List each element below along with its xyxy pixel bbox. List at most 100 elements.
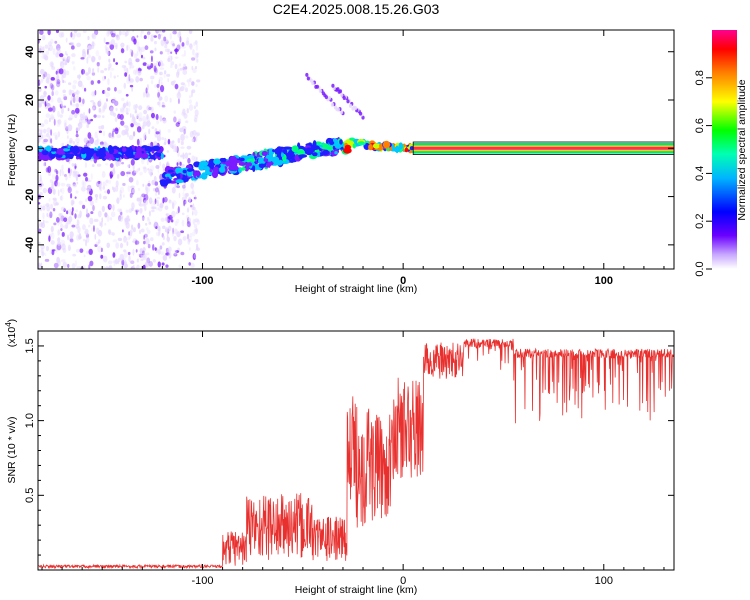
spectrogram-cell [57,189,60,197]
spectrogram-cell [145,227,149,231]
spectrogram-cell [119,186,125,194]
spectrogram-cell [191,65,194,71]
spectrogram-cell [187,82,190,87]
spectrogram-cell [52,188,56,195]
spectrogram-cell [68,82,72,86]
spectrogram-cell [143,194,149,202]
spectrogram-cell [162,254,168,261]
spectrogram-cell [46,103,52,109]
spectrogram-cell [44,55,49,61]
spectrogram-cell [67,107,70,112]
spectrogram-cell [146,31,151,36]
spectrogram-cell [106,154,112,158]
spectrogram-cell [47,95,51,101]
spectrogram-cell [61,187,65,195]
spectrogram-cell [120,171,126,177]
spectrogram-cell [194,218,199,223]
spectrogram-cell [72,140,75,145]
spectrogram-cell [348,103,353,108]
spectrogram-cell [135,58,140,63]
spectrogram-cell [191,138,195,143]
spectrogram-cell [133,38,137,45]
spectrogram-cell [166,161,170,167]
spectrogram-cell [134,151,143,159]
spectrogram-cell [244,164,250,172]
spectrogram-cell [93,225,95,233]
spectrogram-cell [239,167,246,171]
spectrogram-cell [142,166,147,170]
spectrogram-cell [261,150,268,157]
spectrogram-cell [246,162,253,167]
spectrogram-cell [148,106,152,111]
spectrogram-cell [115,159,120,167]
spectrogram-cell [142,115,147,123]
spectrogram-cell [52,208,56,212]
spectrogram-cell [167,78,170,83]
spectrogram-cell [158,129,162,137]
spectrogram-cell [71,109,76,115]
colorbar-tick-label: 0.2 [694,214,706,229]
spectrogram-cell [156,201,160,207]
spectrogram-cell [155,190,158,197]
spectrogram-cell [333,105,338,110]
spectrogram-cell [45,145,52,152]
spectrogram-cell [140,46,146,52]
spectrogram-cell [147,167,150,171]
spectrogram-cell [81,116,86,124]
spectrogram-cell [58,213,63,217]
spectrogram-cell [193,223,198,229]
spectrogram-cell [163,36,167,42]
spectrogram-cell [142,246,146,253]
spectrogram-cell [126,171,131,175]
spectrogram-cell [50,232,54,235]
spectrogram-cell [361,115,365,120]
spectrogram-cell [318,88,322,93]
spectrogram-cell [100,247,103,253]
spectrogram-cell [159,67,165,71]
spectrogram-cell [144,45,149,51]
spectrogram-cell [129,113,132,118]
spectrogram-cell [165,264,169,268]
spectrogram-cell [123,249,127,253]
spectrogram-cell [87,54,92,59]
spectrogram-cell [123,82,127,89]
spectrogram-cell [141,217,145,221]
spectrogram-cell [115,242,120,249]
spectrogram-cell [311,145,320,150]
spectrogram-cell [40,244,45,250]
spectrogram-cell [126,215,130,219]
spectrogram-cell [194,66,198,70]
spectrogram-cell [159,51,163,55]
spectrogram-cell [155,207,160,211]
spectrogram-cell [121,30,126,36]
snr-y-multiplier: (x104) [4,319,18,347]
spectrogram-cell [196,58,199,63]
spectrogram-cell [186,108,189,114]
spectrogram-cell [153,65,157,72]
spectrogram-cell [112,128,116,132]
spectrogram-cell [81,204,86,210]
spectrogram-cell [174,63,178,70]
spectrogram-cell [160,39,165,47]
spectrogram-cell [135,104,138,109]
spectrogram-cell [180,133,185,142]
spectrogram-cell [340,93,344,98]
spectrogram-cell [39,174,42,182]
spectrogram-cell [113,259,116,266]
spectrogram-cell [126,77,131,85]
spectrogram-cell [188,99,193,104]
spectrogram-cell [59,53,64,58]
spectrogram-cell [159,72,162,76]
spectrogram-cell [81,224,86,231]
spectrogram-cell [66,210,69,215]
spectrogram-cell [135,249,138,253]
spectrogram-cell [184,87,188,93]
spectrogram-cell [57,119,60,124]
spectrogram-cell [251,165,256,171]
spectrogram-cell [46,127,51,134]
spectrogram-cell [70,32,73,38]
spectrogram-cell [50,129,53,136]
spectrogram-cell [339,139,343,145]
spectrogram-cell [138,201,142,206]
spectrogram-cell [183,182,187,186]
